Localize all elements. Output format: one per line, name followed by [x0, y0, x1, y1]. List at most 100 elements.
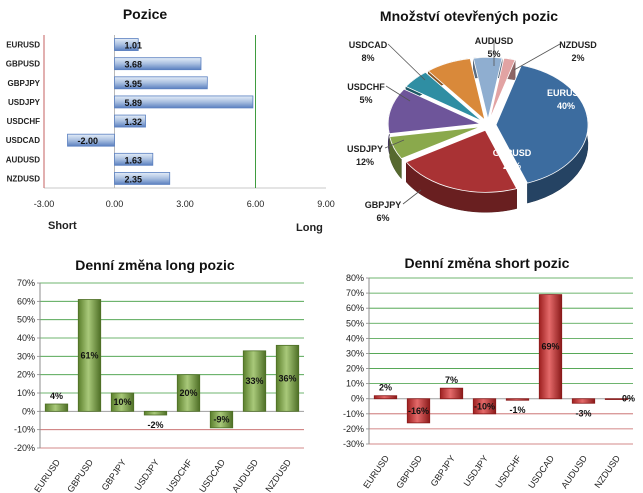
bar — [114, 172, 171, 185]
bar — [275, 344, 300, 412]
short-change-chart: Denní změna short pozic -30% -20% -10% 0% 10… — [343, 255, 635, 490]
data-label: 3.95 — [125, 79, 143, 89]
category-label: AUDUSD — [559, 453, 589, 490]
category-label: USDCAD — [6, 136, 40, 145]
pie-value-label: 12% — [356, 157, 374, 167]
pie-label: USDCHF — [347, 82, 385, 92]
category-label: NZDUSD — [263, 457, 293, 493]
data-label: 5.89 — [125, 98, 143, 108]
category-label: EURUSD — [361, 453, 391, 490]
bar — [114, 152, 154, 166]
x-tick-label: 3.00 — [176, 199, 194, 209]
data-label: 10% — [113, 397, 131, 407]
category-label: AUDUSD — [230, 457, 260, 493]
bar — [77, 299, 102, 412]
y-tick-label: 20% — [17, 370, 35, 380]
pie-label: GBPUSD — [493, 148, 532, 158]
data-label: 1.32 — [125, 117, 143, 127]
data-label: 1.01 — [125, 41, 143, 51]
data-label: 36% — [278, 373, 296, 383]
data-label: 2.35 — [125, 174, 143, 184]
category-label: GBPUSD — [394, 453, 424, 490]
data-label: 2% — [379, 383, 392, 393]
data-label: -3% — [575, 408, 591, 418]
category-label: USDCHF — [493, 453, 523, 490]
pie-value-label: 2% — [571, 53, 584, 63]
data-label: 20% — [179, 388, 197, 398]
data-label: -2% — [147, 420, 163, 430]
pie-slice — [495, 64, 589, 184]
category-label: GBPUSD — [65, 457, 95, 493]
category-label: NZDUSD — [592, 453, 622, 490]
pie-leader-line — [402, 189, 422, 205]
data-label: 1.63 — [125, 155, 143, 165]
y-tick-label: -20% — [343, 424, 364, 434]
x-tick-label: 6.00 — [247, 199, 265, 209]
data-label: -16% — [408, 406, 429, 416]
data-label: 4% — [50, 391, 63, 401]
category-label: GBPJPY — [8, 79, 41, 88]
data-label: -1% — [509, 405, 525, 415]
bar — [604, 398, 629, 400]
category-label: USDCAD — [197, 457, 227, 493]
pie-title: Množství otevřených pozic — [380, 8, 558, 24]
y-tick-label: 10% — [17, 388, 35, 398]
pie-slice — [405, 71, 483, 122]
long-change-chart: Denní změna long pozic -20% -10% 0% 10% 20% 3… — [14, 257, 304, 493]
bar — [114, 76, 208, 90]
bar — [114, 114, 146, 128]
y-tick-label: 30% — [346, 348, 364, 358]
pie-leader-line — [387, 43, 426, 81]
short-change-title: Denní změna short pozic — [405, 255, 570, 271]
data-label: -9% — [213, 415, 229, 425]
pie-value-label: 22% — [503, 161, 521, 171]
category-label: GBPJPY — [100, 457, 129, 492]
pie-value-label: 40% — [557, 101, 575, 111]
pie-label: AUDUSD — [475, 36, 514, 46]
bar — [114, 57, 202, 71]
pie-leader-line — [384, 139, 405, 149]
y-tick-label: 40% — [346, 333, 364, 343]
category-label: USDCHF — [7, 117, 40, 126]
category-label: GBPUSD — [6, 60, 40, 69]
long-label: Long — [296, 222, 323, 234]
y-tick-label: -30% — [343, 439, 364, 449]
bar — [209, 410, 234, 429]
bar — [67, 133, 115, 147]
x-tick-label: -3.00 — [34, 199, 55, 209]
y-tick-label: -10% — [14, 425, 35, 435]
pie-slice — [387, 88, 482, 135]
y-tick-label: 50% — [17, 315, 35, 325]
bar — [176, 374, 201, 412]
bar — [571, 398, 596, 404]
pie-label: EURUSD — [547, 88, 586, 98]
category-label: EURUSD — [6, 41, 40, 50]
short-label: Short — [48, 220, 77, 232]
pie-label: GBPJPY — [365, 200, 402, 210]
bar — [439, 387, 464, 400]
y-tick-label: 30% — [17, 351, 35, 361]
y-tick-label: 70% — [346, 288, 364, 298]
bar — [538, 294, 563, 400]
positions-chart: Pozice -3.00 0.00 3.00 6.00 9.00 EURUSD 1.01 GB… — [6, 6, 335, 234]
pie-label: NZDUSD — [559, 40, 597, 50]
bar — [242, 350, 267, 412]
bar — [406, 398, 431, 424]
pie-slice — [389, 126, 481, 160]
data-label: 61% — [80, 350, 98, 360]
pie-value-label: 5% — [359, 95, 372, 105]
y-tick-label: 0% — [351, 394, 364, 404]
category-label: USDJPY — [462, 453, 491, 488]
data-label: 3.68 — [125, 60, 143, 70]
category-label: NZDUSD — [7, 174, 41, 183]
open-positions-pie-chart: Množství otevřených pozic EURUSD 40% GBPUS… — [347, 8, 597, 223]
data-label: 69% — [541, 342, 559, 352]
y-tick-label: -20% — [14, 443, 35, 453]
pie-label: USDJPY — [347, 144, 383, 154]
y-tick-label: 20% — [346, 364, 364, 374]
bar — [110, 392, 135, 412]
category-label: AUDUSD — [6, 155, 40, 164]
pie-leader-line — [385, 85, 411, 102]
pie-slice — [405, 129, 518, 193]
